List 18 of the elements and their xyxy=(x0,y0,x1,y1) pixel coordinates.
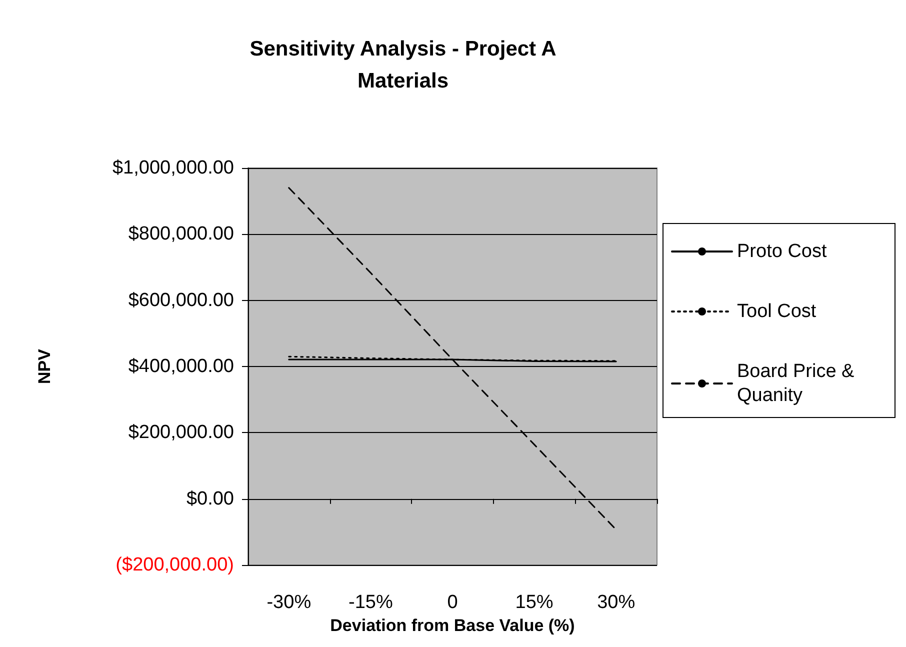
y-tick-label: ($200,000.00) xyxy=(116,554,234,576)
y-axis-title: NPV xyxy=(35,348,54,384)
y-tick-label: $0.00 xyxy=(186,488,234,510)
x-tick-label: 0 xyxy=(447,592,458,613)
y-tick-label: $200,000.00 xyxy=(128,422,234,444)
y-tick-label: $400,000.00 xyxy=(128,356,234,377)
legend-label: Proto Cost xyxy=(737,241,828,262)
chart-title: Sensitivity Analysis - Project A Materials xyxy=(250,38,556,92)
y-tick-label: $600,000.00 xyxy=(128,290,234,311)
y-tick-label: $1,000,000.00 xyxy=(112,158,234,178)
legend-label: Tool Cost xyxy=(737,301,817,322)
x-axis-title: Deviation from Base Value (%) xyxy=(330,616,575,635)
y-tick-label: $800,000.00 xyxy=(128,224,234,245)
x-tick-label: 15% xyxy=(515,592,554,613)
x-tick-label: 30% xyxy=(597,592,636,613)
x-tick-label: -30% xyxy=(266,592,312,613)
x-tick-label: -15% xyxy=(348,592,393,613)
legend-label: Board Price & Quanity xyxy=(737,361,860,406)
